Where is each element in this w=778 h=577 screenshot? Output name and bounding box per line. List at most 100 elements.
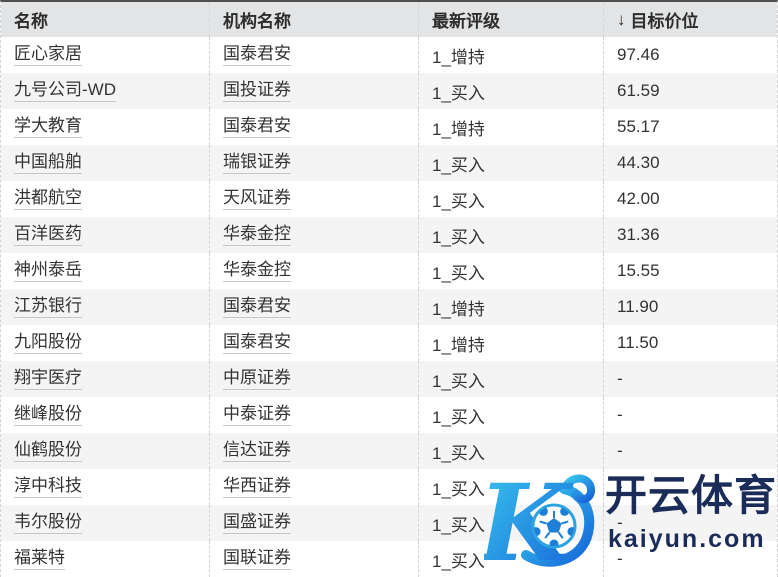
org-name-cell: 瑞银证券 bbox=[209, 145, 418, 181]
org-name-link[interactable]: 华泰金控 bbox=[223, 224, 291, 246]
stock-name-link[interactable]: 江苏银行 bbox=[14, 296, 82, 318]
stock-name-cell: 翔宇医疗 bbox=[1, 361, 209, 397]
rating-cell: 1_增持 bbox=[418, 37, 603, 73]
table-row: 匠心家居 国泰君安 1_增持 97.46 bbox=[1, 37, 777, 73]
table-row: 百洋医药 华泰金控 1_买入 31.36 bbox=[1, 217, 777, 253]
target-price-cell: 31.36 bbox=[603, 217, 777, 253]
stock-name-link[interactable]: 韦尔股份 bbox=[14, 512, 82, 534]
rating-value: 1_增持 bbox=[432, 119, 485, 139]
rating-cell: 1_买入 bbox=[418, 469, 603, 505]
target-price-cell: 55.17 bbox=[603, 109, 777, 145]
org-name-link[interactable]: 国盛证券 bbox=[223, 512, 291, 534]
rating-cell: 1_买入 bbox=[418, 253, 603, 289]
target-price-cell: 42.00 bbox=[603, 181, 777, 217]
target-price-cell: - bbox=[603, 469, 777, 505]
table-row: 学大教育 国泰君安 1_增持 55.17 bbox=[1, 109, 777, 145]
table-row: 神州泰岳 华泰金控 1_买入 15.55 bbox=[1, 253, 777, 289]
rating-value: 1_买入 bbox=[432, 479, 485, 499]
rating-cell: 1_增持 bbox=[418, 325, 603, 361]
target-price-value: 55.17 bbox=[617, 117, 660, 136]
org-name-link[interactable]: 中泰证券 bbox=[223, 404, 291, 426]
target-price-cell: 11.90 bbox=[603, 289, 777, 325]
stock-name-link[interactable]: 继峰股份 bbox=[14, 404, 82, 426]
stock-name-cell: 洪都航空 bbox=[1, 181, 209, 217]
target-price-value: - bbox=[617, 549, 623, 568]
column-header-label: 最新评级 bbox=[432, 12, 500, 31]
target-price-cell: 97.46 bbox=[603, 37, 777, 73]
org-name-link[interactable]: 国泰君安 bbox=[223, 116, 291, 138]
target-price-cell: - bbox=[603, 397, 777, 433]
rating-value: 1_买入 bbox=[432, 191, 485, 211]
table-row: 中国船舶 瑞银证券 1_买入 44.30 bbox=[1, 145, 777, 181]
org-name-link[interactable]: 中原证券 bbox=[223, 368, 291, 390]
stock-name-link[interactable]: 九阳股份 bbox=[14, 332, 82, 354]
org-name-cell: 国盛证券 bbox=[209, 505, 418, 541]
table-row: 九号公司-WD 国投证券 1_买入 61.59 bbox=[1, 73, 777, 109]
target-price-value: 11.90 bbox=[617, 297, 659, 316]
rating-cell: 1_增持 bbox=[418, 109, 603, 145]
stock-name-cell: 匠心家居 bbox=[1, 37, 209, 73]
rating-cell: 1_买入 bbox=[418, 505, 603, 541]
org-name-cell: 中原证券 bbox=[209, 361, 418, 397]
stock-name-link[interactable]: 福莱特 bbox=[14, 548, 65, 570]
target-price-cell: 61.59 bbox=[603, 73, 777, 109]
table-row: 江苏银行 国泰君安 1_增持 11.90 bbox=[1, 289, 777, 325]
stock-name-link[interactable]: 翔宇医疗 bbox=[14, 368, 82, 390]
org-name-link[interactable]: 天风证券 bbox=[223, 188, 291, 210]
org-name-link[interactable]: 华泰金控 bbox=[223, 260, 291, 282]
stock-name-link[interactable]: 学大教育 bbox=[14, 116, 82, 138]
stock-name-link[interactable]: 中国船舶 bbox=[14, 152, 82, 174]
target-price-value: - bbox=[617, 513, 623, 532]
org-name-link[interactable]: 华西证券 bbox=[223, 476, 291, 498]
column-header-label: 目标价位 bbox=[630, 12, 699, 31]
org-name-link[interactable]: 信达证券 bbox=[223, 440, 291, 462]
target-price-cell: - bbox=[603, 505, 777, 541]
org-name-cell: 国投证券 bbox=[209, 73, 418, 109]
org-name-cell: 国泰君安 bbox=[209, 289, 418, 325]
target-price-cell: - bbox=[603, 433, 777, 469]
target-price-value: - bbox=[617, 441, 623, 460]
table-row: 翔宇医疗 中原证券 1_买入 - bbox=[1, 361, 777, 397]
rating-value: 1_买入 bbox=[432, 443, 485, 463]
table-row: 九阳股份 国泰君安 1_增持 11.50 bbox=[1, 325, 777, 361]
table-body: 匠心家居 国泰君安 1_增持 97.46 九号公司-WD 国投证券 1_买入 bbox=[1, 37, 777, 577]
org-name-link[interactable]: 国泰君安 bbox=[223, 296, 291, 318]
org-name-link[interactable]: 国投证券 bbox=[223, 80, 291, 102]
target-price-value: - bbox=[617, 369, 623, 388]
column-header-name[interactable]: 名称 bbox=[1, 2, 209, 37]
column-header-org[interactable]: 机构名称 bbox=[209, 2, 418, 37]
stock-name-cell: 百洋医药 bbox=[1, 217, 209, 253]
rating-value: 1_买入 bbox=[432, 83, 485, 103]
stock-name-link[interactable]: 匠心家居 bbox=[14, 44, 82, 66]
column-header-target-price[interactable]: ↓ 目标价位 bbox=[603, 2, 777, 37]
table-row: 福莱特 国联证券 1_买入 - bbox=[1, 541, 777, 577]
stock-name-link[interactable]: 神州泰岳 bbox=[14, 260, 82, 282]
stock-name-link[interactable]: 洪都航空 bbox=[14, 188, 82, 210]
org-name-link[interactable]: 瑞银证券 bbox=[223, 152, 291, 174]
column-header-rating[interactable]: 最新评级 bbox=[418, 2, 603, 37]
stock-name-link[interactable]: 百洋医药 bbox=[14, 224, 82, 246]
org-name-link[interactable]: 国泰君安 bbox=[223, 44, 291, 66]
rating-value: 1_增持 bbox=[432, 299, 485, 319]
table-row: 仙鹤股份 信达证券 1_买入 - bbox=[1, 433, 777, 469]
stock-name-link[interactable]: 仙鹤股份 bbox=[14, 440, 82, 462]
target-price-value: 11.50 bbox=[617, 333, 659, 352]
stock-name-cell: 江苏银行 bbox=[1, 289, 209, 325]
stock-name-cell: 福莱特 bbox=[1, 541, 209, 577]
rating-cell: 1_买入 bbox=[418, 361, 603, 397]
rating-cell: 1_买入 bbox=[418, 397, 603, 433]
target-price-value: 61.59 bbox=[617, 81, 660, 100]
rating-value: 1_买入 bbox=[432, 371, 485, 391]
org-name-link[interactable]: 国联证券 bbox=[223, 548, 291, 570]
target-price-cell: 11.50 bbox=[603, 325, 777, 361]
stock-name-link[interactable]: 九号公司-WD bbox=[14, 80, 116, 102]
stock-name-link[interactable]: 淳中科技 bbox=[14, 476, 82, 498]
target-price-cell: - bbox=[603, 541, 777, 577]
stock-name-cell: 韦尔股份 bbox=[1, 505, 209, 541]
org-name-cell: 华西证券 bbox=[209, 469, 418, 505]
sort-descending-icon: ↓ bbox=[617, 9, 626, 29]
org-name-cell: 天风证券 bbox=[209, 181, 418, 217]
org-name-link[interactable]: 国泰君安 bbox=[223, 332, 291, 354]
stock-name-cell: 中国船舶 bbox=[1, 145, 209, 181]
target-price-value: 97.46 bbox=[617, 45, 660, 64]
